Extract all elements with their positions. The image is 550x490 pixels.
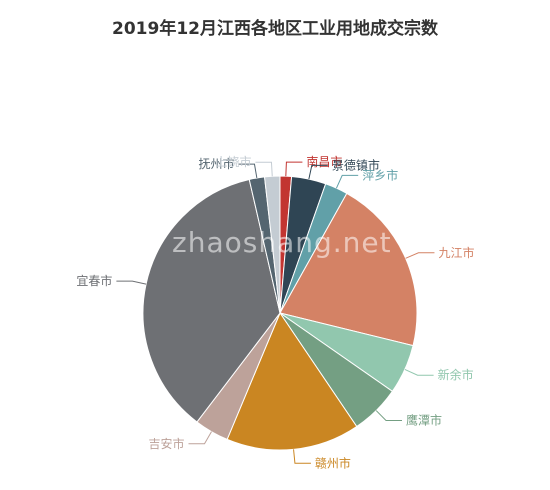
pie-label-2: 萍乡市: [362, 167, 398, 182]
pie-label-line-10: [255, 161, 273, 177]
pie-label-3: 九江市: [438, 245, 474, 260]
pie-label-9: 抚州市: [198, 156, 234, 171]
pie-label-line-1: [308, 164, 328, 180]
pie-slice-8[interactable]: [142, 178, 281, 423]
pie-label-line-4: [404, 368, 434, 376]
pie-label-10: 上饶市: [215, 154, 251, 169]
pie-label-line-8: [116, 280, 147, 285]
chart-title: 2019年12月江西各地区工业用地成交宗数: [112, 19, 438, 39]
pie-label-7: 吉安市: [148, 436, 184, 451]
pie-slice-3[interactable]: [279, 192, 418, 347]
pie-label-5: 鹰潭市: [406, 413, 442, 428]
pie-label-line-6: [293, 449, 311, 464]
pie-label-line-5: [375, 410, 403, 422]
watermark-text: zhaoshang.net: [172, 226, 392, 259]
pie-label-line-7: [188, 431, 212, 445]
pie-label-4: 新余市: [438, 367, 474, 382]
pie-label-line-2: [335, 174, 359, 189]
pie-label-8: 宜春市: [76, 273, 112, 288]
pie-label-line-3: [405, 252, 435, 259]
pie-label-line-0: [285, 161, 303, 177]
pie-label-line-9: [238, 163, 258, 179]
pie-label-6: 赣州市: [315, 455, 351, 470]
pie-label-1: 景德镇市: [332, 157, 380, 172]
